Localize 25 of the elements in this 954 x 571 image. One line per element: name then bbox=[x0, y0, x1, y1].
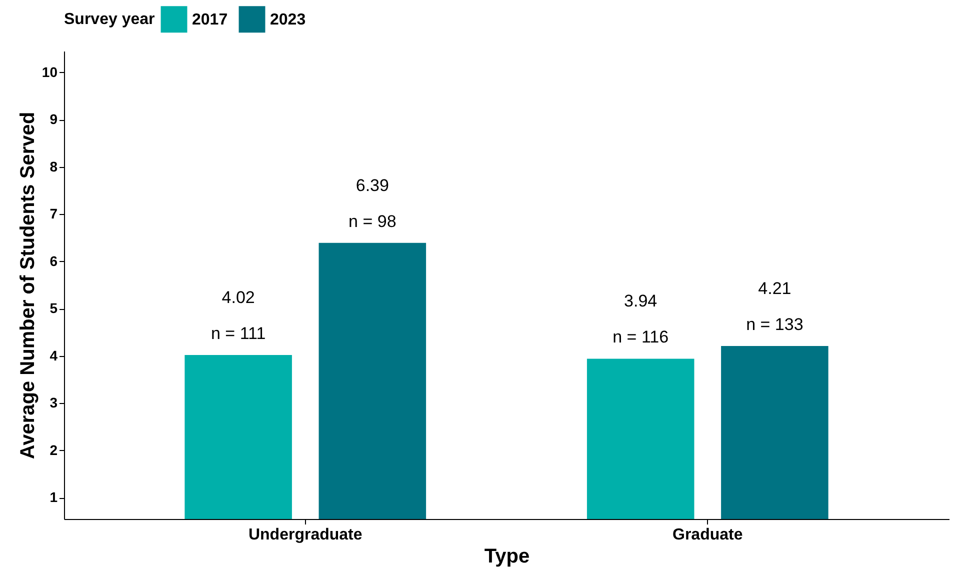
data-label: 4.21 bbox=[758, 278, 792, 298]
data-label: 4.02 bbox=[222, 288, 255, 307]
y-tick-label: 6 bbox=[50, 252, 58, 269]
data-label: 3.94 bbox=[624, 292, 658, 311]
annotation: n = 133 bbox=[746, 314, 804, 334]
data-label: 6.39 bbox=[356, 176, 389, 195]
y-tick-label: 7 bbox=[50, 206, 58, 222]
y-tick-label: 4 bbox=[50, 347, 58, 364]
annotation: n = 111 bbox=[210, 324, 266, 343]
legend-label: 2023 bbox=[270, 11, 306, 28]
y-axis-title: Average Number of Students Served bbox=[16, 112, 39, 460]
y-tick-label: 1 bbox=[50, 489, 58, 506]
legend-title: Survey year bbox=[64, 11, 155, 28]
x-axis-title: Type bbox=[484, 546, 530, 568]
annotation: n = 98 bbox=[348, 212, 396, 231]
y-tick-label: 9 bbox=[50, 111, 58, 128]
annotation: n = 116 bbox=[612, 328, 669, 347]
y-tick-label: 10 bbox=[42, 64, 58, 80]
x-tick-label: Graduate bbox=[672, 526, 743, 544]
legend-label: 2017 bbox=[192, 11, 228, 28]
y-tick-label: 2 bbox=[50, 442, 58, 458]
y-tick-label: 5 bbox=[50, 300, 58, 316]
x-tick-label: Undergraduate bbox=[248, 526, 362, 544]
y-tick-label: 3 bbox=[50, 394, 58, 411]
y-tick-label: 8 bbox=[50, 158, 58, 174]
